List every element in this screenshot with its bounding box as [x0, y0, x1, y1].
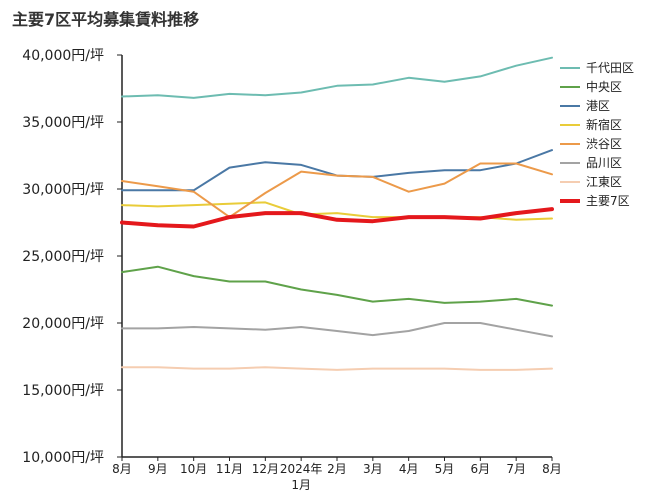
series-line-渋谷区: [121, 162, 553, 219]
legend-label: 新宿区: [586, 117, 622, 132]
y-tick-label: 15,000円/坪: [22, 383, 104, 399]
series-line-港区: [121, 149, 553, 192]
x-tick-label: 6月: [471, 462, 491, 476]
x-tick-label: 2024年 1月: [280, 462, 323, 492]
x-tick-label: 9月: [148, 462, 168, 476]
y-tick-label: 20,000円/坪: [22, 316, 104, 332]
x-tick-label: 12月: [252, 462, 279, 476]
y-tick-label: 35,000円/坪: [22, 115, 104, 131]
y-tick-label: 40,000円/坪: [22, 48, 104, 64]
legend-label: 江東区: [586, 175, 622, 189]
chart-title: 主要7区平均募集賃料推移: [12, 10, 200, 29]
y-tick-label: 10,000円/坪: [22, 450, 104, 466]
legend-label: 主要7区: [586, 194, 630, 208]
x-tick-label: 8月: [112, 462, 132, 476]
x-tick-label: 7月: [506, 462, 526, 476]
x-tick-label: 8月: [542, 462, 562, 476]
y-tick-label: 30,000円/坪: [22, 182, 104, 198]
x-tick-label: 10月: [180, 462, 207, 476]
legend-label: 千代田区: [586, 61, 634, 75]
legend-label: 中央区: [586, 79, 622, 94]
series-line-千代田区: [121, 56, 553, 99]
series-line-中央区: [121, 265, 553, 307]
x-tick-label: 11月: [216, 462, 243, 476]
x-tick-label: 5月: [435, 462, 455, 476]
legend-label: 品川区: [586, 156, 622, 170]
x-tick-label: 2月: [327, 462, 347, 476]
series-line-品川区: [121, 322, 553, 338]
x-tick-label: 4月: [399, 462, 419, 476]
legend-label: 港区: [586, 99, 610, 113]
x-tick-label: 3月: [363, 462, 383, 476]
series-line-江東区: [121, 366, 553, 371]
series-line-主要7区: [120, 207, 554, 229]
legend-label: 渋谷区: [586, 137, 622, 151]
y-tick-label: 25,000円/坪: [22, 249, 104, 265]
